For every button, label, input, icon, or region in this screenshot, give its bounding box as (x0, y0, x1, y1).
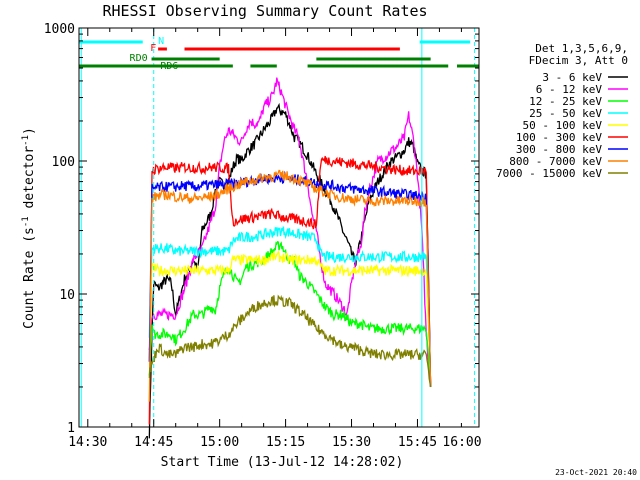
legend-label-100-300-kev: 100 - 300 keV (516, 131, 602, 144)
y-axis: 1 10 100 1000 (44, 22, 479, 436)
series-layer (148, 77, 432, 439)
y-axis-label-part1: Count Rate (s (22, 227, 37, 329)
x-tick-label-1545: 15:45 (398, 435, 437, 450)
y-axis-label: Count Rate (s-1 detector-1) (21, 127, 37, 329)
series-line-25-50-kev (148, 226, 432, 388)
legend-header-line1: Det 1,3,5,6,9, (535, 42, 628, 55)
y-axis-label-part3: ) (22, 127, 37, 135)
series-line-6-12-kev (148, 77, 432, 388)
vertical-marker-layer (80, 28, 476, 427)
plot-frame (78, 27, 480, 428)
x-tick-label-1430: 14:30 (68, 435, 107, 450)
series-line-50-100-kev (148, 249, 432, 388)
y-tick-label-1000: 1000 (44, 22, 75, 37)
flag-label-f: F (150, 43, 156, 54)
y-tick-label-10: 10 (59, 288, 75, 303)
y-axis-label-sup2: -1 (21, 135, 31, 146)
series-line-3-6-kev (148, 102, 432, 439)
y-axis-label-sup1: -1 (21, 216, 31, 227)
footer-date: 23-Oct-2021 20:40 (555, 468, 637, 477)
flag-label-rd0: RD0 (130, 53, 148, 64)
legend-label-800-7000-kev: 800 - 7000 keV (509, 155, 602, 168)
y-tick-label-1: 1 (67, 421, 75, 436)
y-tick-label-100: 100 (52, 155, 75, 170)
x-tick-label-1600: 16:00 (442, 435, 481, 450)
y-axis-label-part2: detector (22, 146, 37, 217)
legend: Det 1,3,5,6,9, FDecim 3, Att 0 3 - 6 keV… (496, 42, 628, 180)
flag-label-n: N (158, 36, 164, 47)
x-tick-label-1445: 14:45 (134, 435, 173, 450)
legend-header-line2: FDecim 3, Att 0 (529, 54, 628, 67)
x-tick-label-1530: 15:30 (332, 435, 371, 450)
legend-label-6-12-kev: 6 - 12 keV (536, 83, 603, 96)
x-axis: 14:30 14:45 15:00 15:15 15:30 15:45 16:00 (68, 28, 482, 450)
legend-label-12-25-kev: 12 - 25 keV (529, 95, 602, 108)
series-line-12-25-kev (148, 241, 432, 388)
legend-label-3-6-kev: 3 - 6 keV (542, 71, 602, 84)
x-axis-label: Start Time (13-Jul-12 14:28:02) (161, 455, 404, 470)
legend-label-300-800-kev: 300 - 800 keV (516, 143, 602, 156)
legend-label-50-100-kev: 50 - 100 keV (523, 119, 603, 132)
x-tick-label-1500: 15:00 (200, 435, 239, 450)
flag-label-rd6: RD6 (160, 61, 178, 72)
series-line-7000-15000-kev (148, 294, 432, 388)
series-line-100-300-kev (148, 155, 432, 425)
chart-title: RHESSI Observing Summary Count Rates (102, 2, 427, 20)
legend-label-25-50-kev: 25 - 50 keV (529, 107, 602, 120)
legend-label-7000-15000-kev: 7000 - 15000 keV (496, 167, 602, 180)
x-tick-label-1515: 15:15 (266, 435, 305, 450)
series-line-800-7000-kev (148, 169, 432, 402)
